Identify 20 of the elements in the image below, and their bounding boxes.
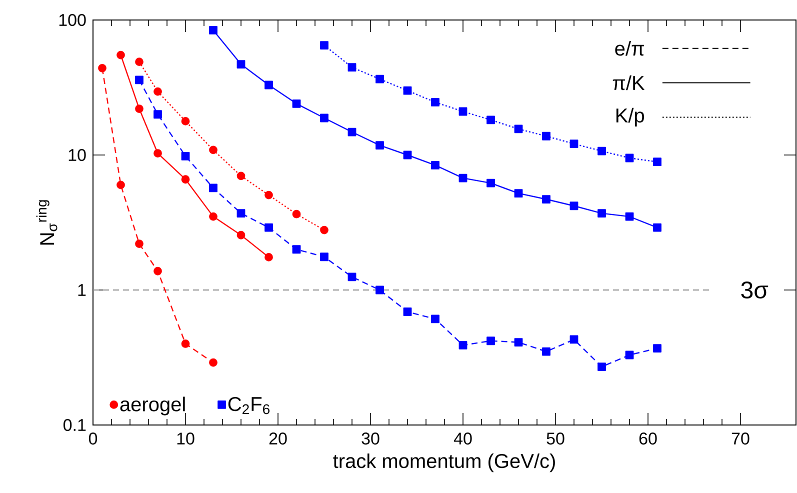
y-tick-label: 100 xyxy=(59,14,86,26)
x-tick-label: 50 xyxy=(546,432,564,445)
x-tick-label: 10 xyxy=(177,432,194,445)
annotation: π/K xyxy=(612,75,645,90)
x-tick-label: 30 xyxy=(362,432,380,445)
y-tick-label: 0.1 xyxy=(63,418,86,432)
annotation: K/p xyxy=(616,108,644,127)
x-tick-label: 0 xyxy=(88,432,98,445)
legend-label: C$_{2}$F$_{6}$ xyxy=(228,396,270,414)
x-tick-label: 60 xyxy=(639,432,657,445)
x-axis-title: track momentum (GeV/c) xyxy=(333,453,555,472)
y-axis-title: N$_{σ}$ring xyxy=(36,200,58,245)
x-tick-label: 20 xyxy=(269,432,287,445)
legend-label: aerogel xyxy=(120,396,185,416)
x-tick-label: 40 xyxy=(454,432,472,445)
x-tick-label: 70 xyxy=(732,432,750,445)
annotation: e/π xyxy=(615,41,644,56)
y-tick-label: 10 xyxy=(68,148,86,162)
ref-line-label: 3σ xyxy=(741,282,768,298)
y-tick-label: 1 xyxy=(78,284,86,296)
